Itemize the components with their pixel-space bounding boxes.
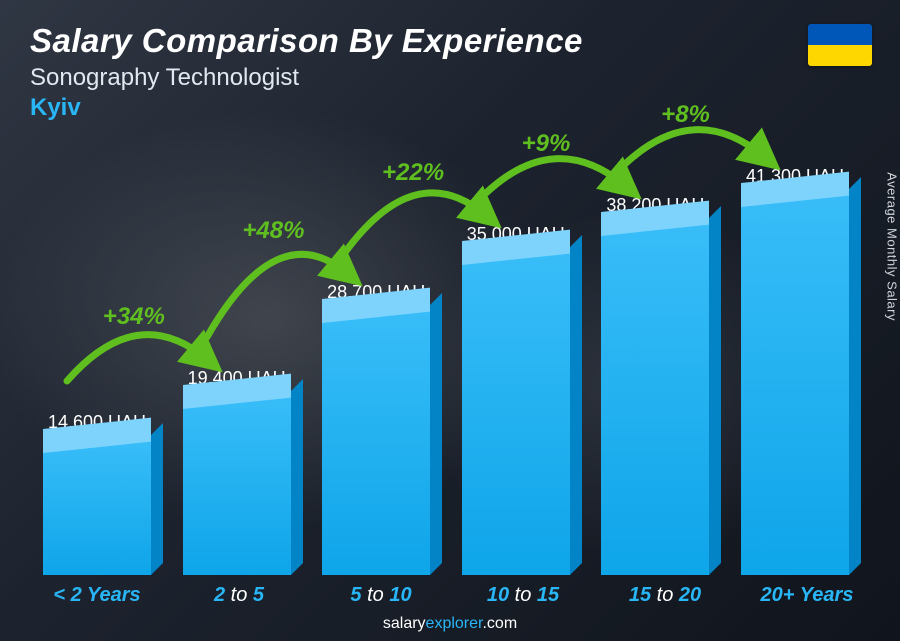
bar: 35,000 UAH <box>451 224 581 575</box>
bar-shape <box>43 441 151 575</box>
x-axis-label: 15 to 20 <box>600 584 730 607</box>
header: Salary Comparison By Experience Sonograp… <box>30 22 870 122</box>
x-axis-label: 10 to 15 <box>458 584 588 607</box>
footer-mid: explorer <box>426 615 483 632</box>
bar-chart: 14,600 UAH19,400 UAH28,700 UAH35,000 UAH… <box>32 145 860 575</box>
x-axis-label: 20+ Years <box>742 584 872 607</box>
increase-badge: +34% <box>103 303 165 331</box>
footer-attribution: salaryexplorer.com <box>0 615 900 633</box>
footer-post: .com <box>482 615 517 632</box>
flag-top-stripe <box>808 24 872 45</box>
bar-shape <box>462 253 570 575</box>
x-axis-label: 2 to 5 <box>174 584 304 607</box>
chart-title: Salary Comparison By Experience <box>30 22 870 60</box>
x-axis-label: 5 to 10 <box>316 584 446 607</box>
bar: 28,700 UAH <box>311 282 441 575</box>
bar-shape <box>322 311 430 575</box>
x-axis: < 2 Years 2 to 5 5 to 10 10 to 15 15 to 20 20… <box>32 584 872 607</box>
bar: 19,400 UAH <box>172 368 302 575</box>
chart-location: Kyiv <box>30 94 870 122</box>
bar-shape <box>741 195 849 575</box>
flag-bottom-stripe <box>808 45 872 66</box>
bar: 41,300 UAH <box>730 166 860 575</box>
footer-pre: salary <box>383 615 426 632</box>
increase-badge: +48% <box>242 217 304 245</box>
x-axis-label: < 2 Years <box>32 584 162 607</box>
increase-badge: +22% <box>382 159 444 187</box>
chart-subtitle: Sonography Technologist <box>30 64 870 92</box>
bar: 38,200 UAH <box>590 195 720 575</box>
ukraine-flag-icon <box>808 24 872 66</box>
y-axis-label: Average Monthly Salary <box>885 172 900 321</box>
bar: 14,600 UAH <box>32 412 162 575</box>
increase-badge: +8% <box>661 101 710 129</box>
increase-badge: +9% <box>522 130 571 158</box>
bar-shape <box>601 224 709 575</box>
bar-shape <box>183 397 291 575</box>
